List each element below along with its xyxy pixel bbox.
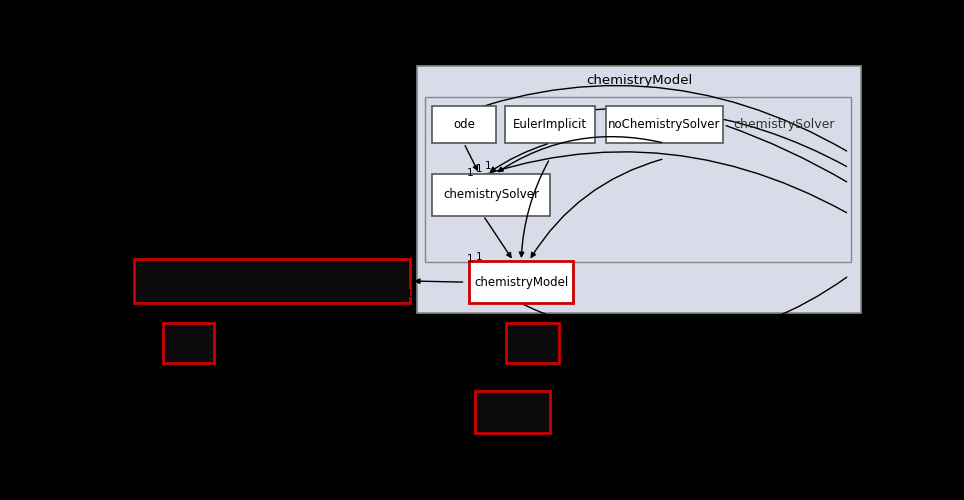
Text: 1: 1 [476,252,483,262]
FancyArrowPatch shape [465,146,477,170]
FancyArrowPatch shape [531,160,662,258]
Bar [432,174,549,216]
Text: ode: ode [453,118,474,131]
Bar [432,106,495,143]
Text: chemistryModel: chemistryModel [474,276,569,288]
FancyArrowPatch shape [485,218,511,258]
Bar [505,106,595,143]
FancyArrowPatch shape [435,86,846,151]
Text: 1: 1 [406,289,413,299]
Text: 1: 1 [467,254,473,264]
Bar [605,106,723,143]
Text: EulerImplicit: EulerImplicit [513,118,587,131]
FancyArrowPatch shape [491,144,548,172]
Bar [506,324,559,364]
Bar [425,97,850,262]
Text: chemistryModel: chemistryModel [586,74,692,86]
FancyArrowPatch shape [726,126,846,182]
Text: 1: 1 [485,162,492,172]
Text: chemistrySolver: chemistrySolver [734,118,835,131]
Bar [469,261,574,304]
Text: noChemistrySolver: noChemistrySolver [608,118,721,131]
Text: 1: 1 [467,168,473,178]
Text: 1: 1 [410,283,416,293]
Bar [134,258,410,304]
FancyArrowPatch shape [508,108,846,166]
FancyArrowPatch shape [498,136,662,172]
Text: chemistrySolver: chemistrySolver [442,188,539,201]
Bar [163,324,213,364]
FancyArrowPatch shape [415,279,463,283]
FancyArrowPatch shape [523,277,846,340]
FancyArrowPatch shape [520,161,549,256]
Text: 1: 1 [476,164,483,174]
Bar [474,391,549,432]
Bar [416,66,862,312]
FancyArrowPatch shape [435,152,846,212]
